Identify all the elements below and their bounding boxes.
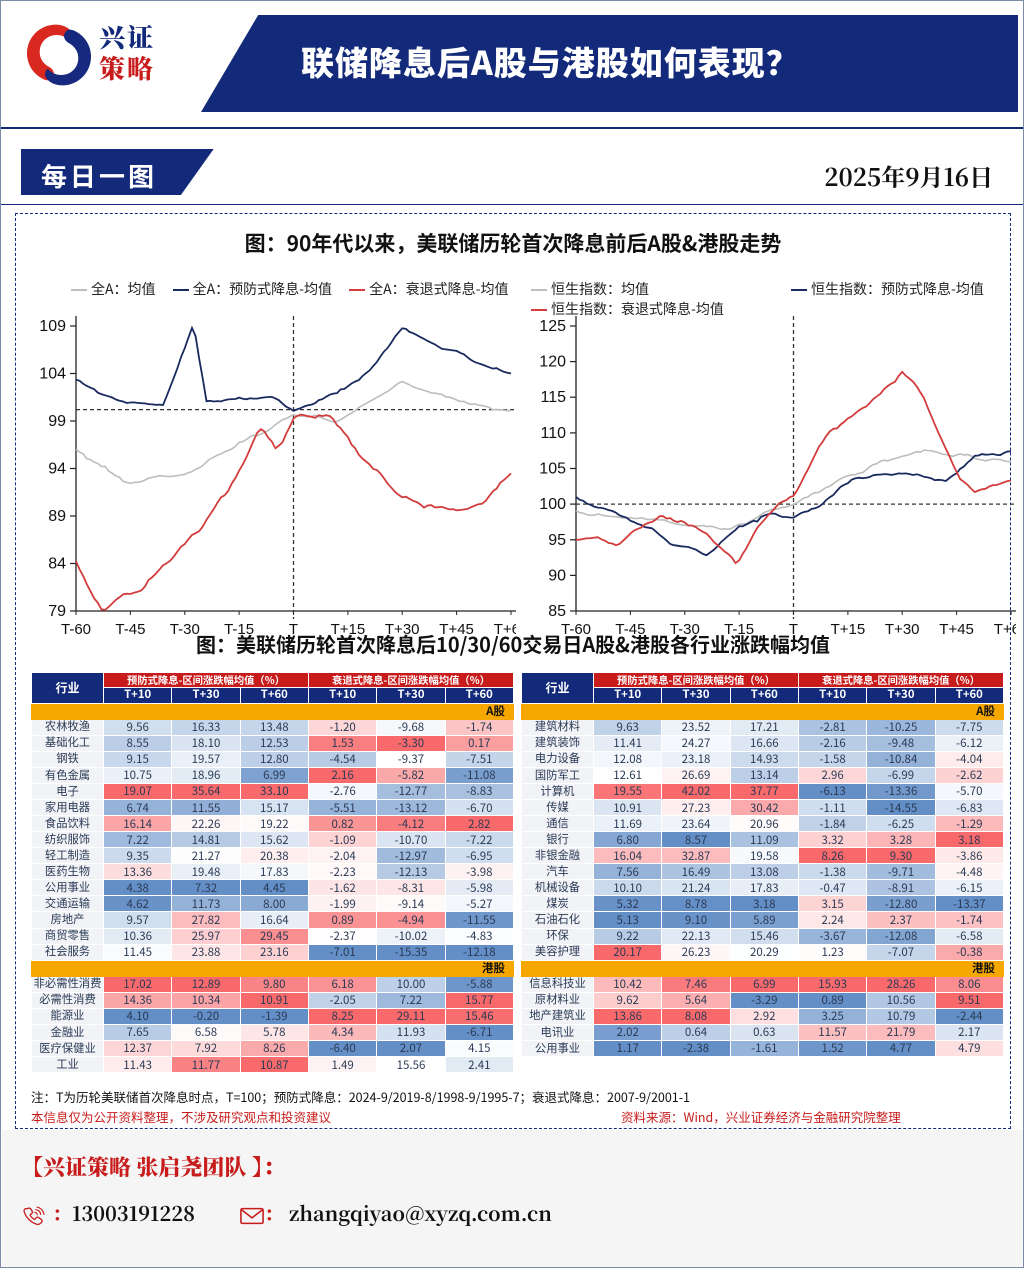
svg-text:94: 94: [48, 461, 66, 478]
svg-text:120: 120: [539, 354, 566, 371]
svg-text:110: 110: [540, 425, 566, 442]
svg-text:79: 79: [48, 603, 66, 620]
svg-text:99: 99: [48, 413, 66, 430]
svg-text:100: 100: [539, 496, 566, 513]
svg-text:109: 109: [39, 318, 66, 335]
svg-text:89: 89: [48, 508, 66, 525]
svg-text:95: 95: [548, 532, 566, 549]
svg-text:90: 90: [548, 567, 566, 584]
svg-text:104: 104: [39, 366, 66, 383]
svg-text:85: 85: [548, 603, 566, 620]
svg-text:105: 105: [539, 461, 566, 478]
svg-text:125: 125: [539, 318, 566, 335]
svg-text:84: 84: [48, 556, 66, 573]
svg-text:115: 115: [540, 389, 566, 406]
